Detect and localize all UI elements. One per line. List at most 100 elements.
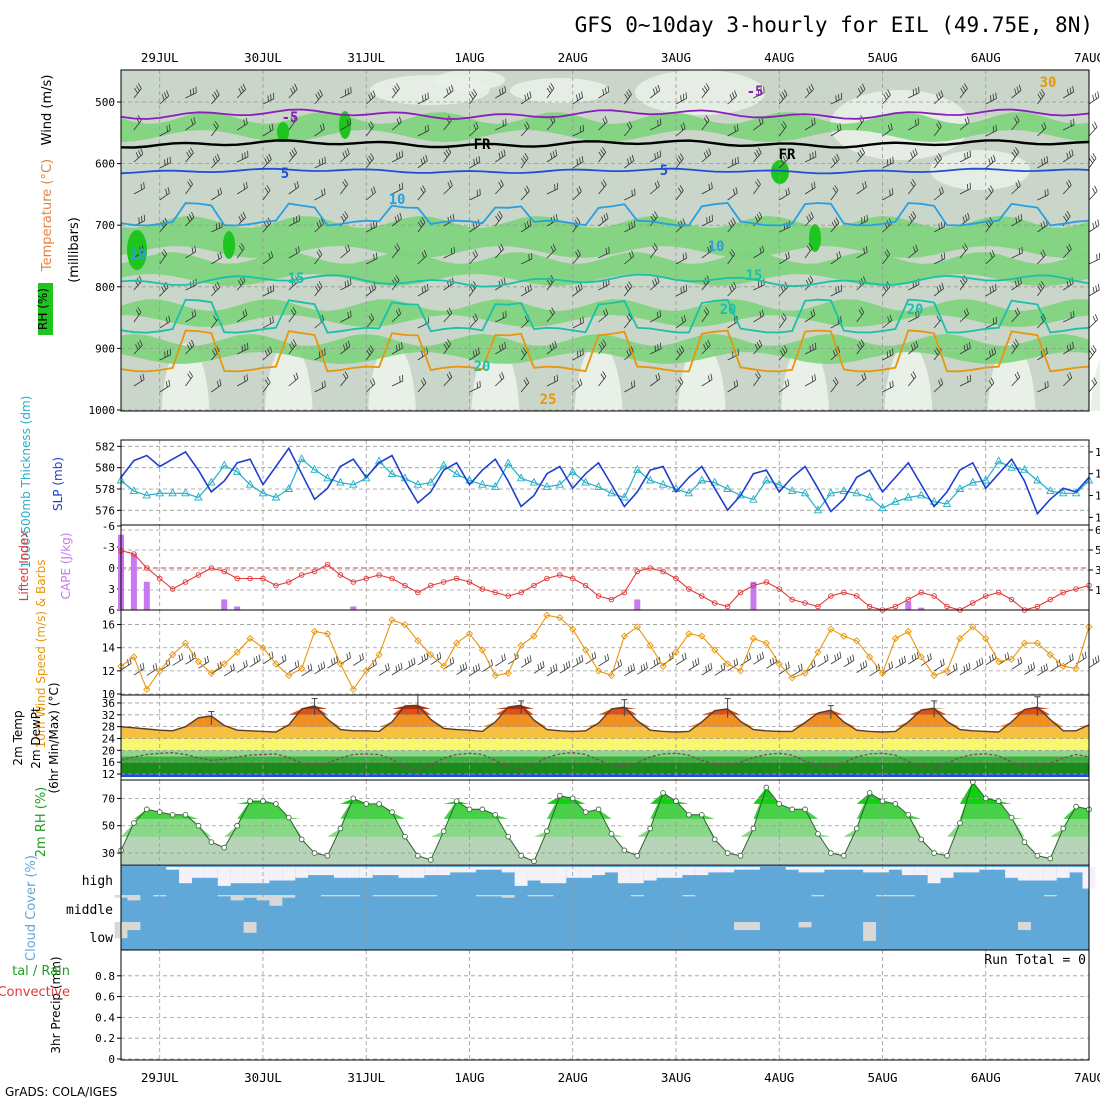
wind-barb-flag xyxy=(858,309,863,316)
wind-barb xyxy=(211,667,222,675)
wind-barb-flag xyxy=(1045,663,1048,670)
lifted-index-marker xyxy=(131,551,137,557)
wind-barb-flag xyxy=(503,149,506,156)
axis-tick-label: 1011 xyxy=(1095,468,1100,481)
wind-barb-flag xyxy=(706,150,709,157)
wind-barb-flag xyxy=(194,245,197,252)
wind-barb xyxy=(572,130,584,137)
lifted-index-marker xyxy=(699,593,705,599)
wind-barb-flag xyxy=(421,350,424,357)
wind-barb-flag xyxy=(800,663,803,670)
axis-title: Temperature (°C) xyxy=(40,159,55,272)
wind-barb-flag xyxy=(660,342,662,349)
top-date-label: 29JUL xyxy=(141,50,179,65)
wind-barb-flag xyxy=(1041,124,1045,130)
rh-moist-band xyxy=(121,252,1089,286)
wind-barb-flag xyxy=(423,250,427,256)
wind-barb-flag xyxy=(446,309,451,316)
wind-barb-flag xyxy=(989,287,992,294)
rh-marker xyxy=(518,852,524,859)
wind-barb-flag xyxy=(579,317,582,325)
wind-barb-flag xyxy=(417,221,422,228)
wind-speed-marker xyxy=(388,616,396,624)
cloud-clear-cell xyxy=(540,867,554,884)
wind-barb-flag xyxy=(550,666,553,673)
wind-barb-flag xyxy=(728,286,733,292)
wind-barb-flag xyxy=(498,181,502,188)
wind-barb xyxy=(520,382,530,393)
wind-barb-flag xyxy=(604,87,607,94)
wind-barb-flag xyxy=(734,125,736,132)
wind-barb-flag xyxy=(372,90,376,97)
wind-barb xyxy=(624,256,634,265)
wind-barb xyxy=(185,315,196,323)
lifted-index-marker xyxy=(531,582,537,589)
cloud-clear-cell xyxy=(734,922,747,931)
wind-barb xyxy=(133,120,142,131)
wind-barb xyxy=(727,321,739,329)
wind-barb-flag xyxy=(1042,249,1046,256)
wind-barb-flag xyxy=(478,155,481,163)
thickness-marker xyxy=(516,473,526,482)
cloud-clear-cell xyxy=(540,895,554,897)
wind-barb-flag xyxy=(702,87,706,94)
wind-barb xyxy=(520,225,532,233)
wind-barb-flag xyxy=(298,246,300,253)
wind-barb-flag xyxy=(834,654,837,661)
wind-barb-flag xyxy=(1011,343,1016,350)
axis-tick-label: 0.2 xyxy=(95,1032,115,1045)
wind-barb-flag xyxy=(656,276,660,283)
wind-barb-flag xyxy=(782,121,787,127)
wind-barb-flag xyxy=(807,277,812,284)
wind-barb-flag xyxy=(1040,315,1044,322)
wind-barb-flag xyxy=(862,182,865,189)
wind-barb-flag xyxy=(307,665,310,672)
wind-barb-flag xyxy=(563,664,566,671)
wind-barb-flag xyxy=(891,661,894,668)
rh-marker xyxy=(789,806,795,813)
wind-speed-marker xyxy=(349,685,357,694)
wind-barb xyxy=(882,254,891,265)
wind-barb-flag xyxy=(270,286,272,293)
wind-barb xyxy=(495,659,506,667)
cloud-clear-cell xyxy=(475,867,489,870)
rh-marker xyxy=(634,852,641,859)
wind-barb-flag xyxy=(546,279,551,286)
wind-barb-flag xyxy=(683,315,687,322)
axis-title: 2m Temp xyxy=(11,710,25,765)
wind-barb xyxy=(675,158,684,169)
wind-barb-flag xyxy=(860,85,864,92)
wind-barb-flag xyxy=(422,95,424,102)
wind-barb xyxy=(791,669,803,677)
cloud-clear-cell xyxy=(295,867,309,878)
wind-barb-flag xyxy=(1013,341,1018,347)
axis-tick-label: 50 xyxy=(102,820,115,833)
wind-barb-flag xyxy=(1043,221,1046,228)
wind-barb-flag xyxy=(756,149,760,156)
wind-barb-flag xyxy=(370,313,375,319)
axis-title: RH (%) xyxy=(36,288,50,330)
thickness-marker xyxy=(297,454,306,463)
wind-barb-flag xyxy=(1004,653,1007,660)
rh-dry-plume xyxy=(884,343,933,411)
thickness-marker xyxy=(555,479,565,488)
wind-barb-flag xyxy=(554,340,557,347)
wind-barb-flag xyxy=(991,250,995,256)
wind-barb-flag xyxy=(524,94,527,101)
wind-barb xyxy=(185,217,195,227)
wind-barb xyxy=(224,669,235,677)
wind-barb-flag xyxy=(340,215,345,222)
wind-barb-flag xyxy=(284,654,287,661)
rh-marker xyxy=(750,825,757,832)
wind-barb xyxy=(753,284,765,291)
wind-barb-flag xyxy=(421,252,425,258)
wind-barb-flag xyxy=(914,148,918,155)
contour-label: FR xyxy=(779,147,796,163)
wind-barb xyxy=(675,190,684,201)
wind-barb-flag xyxy=(732,188,736,195)
wind-barb-flag xyxy=(423,654,426,661)
wind-barb-flag xyxy=(240,243,245,249)
cloud-clear-cell xyxy=(850,867,864,870)
run-total-label: Run Total = 0 xyxy=(984,953,1086,968)
